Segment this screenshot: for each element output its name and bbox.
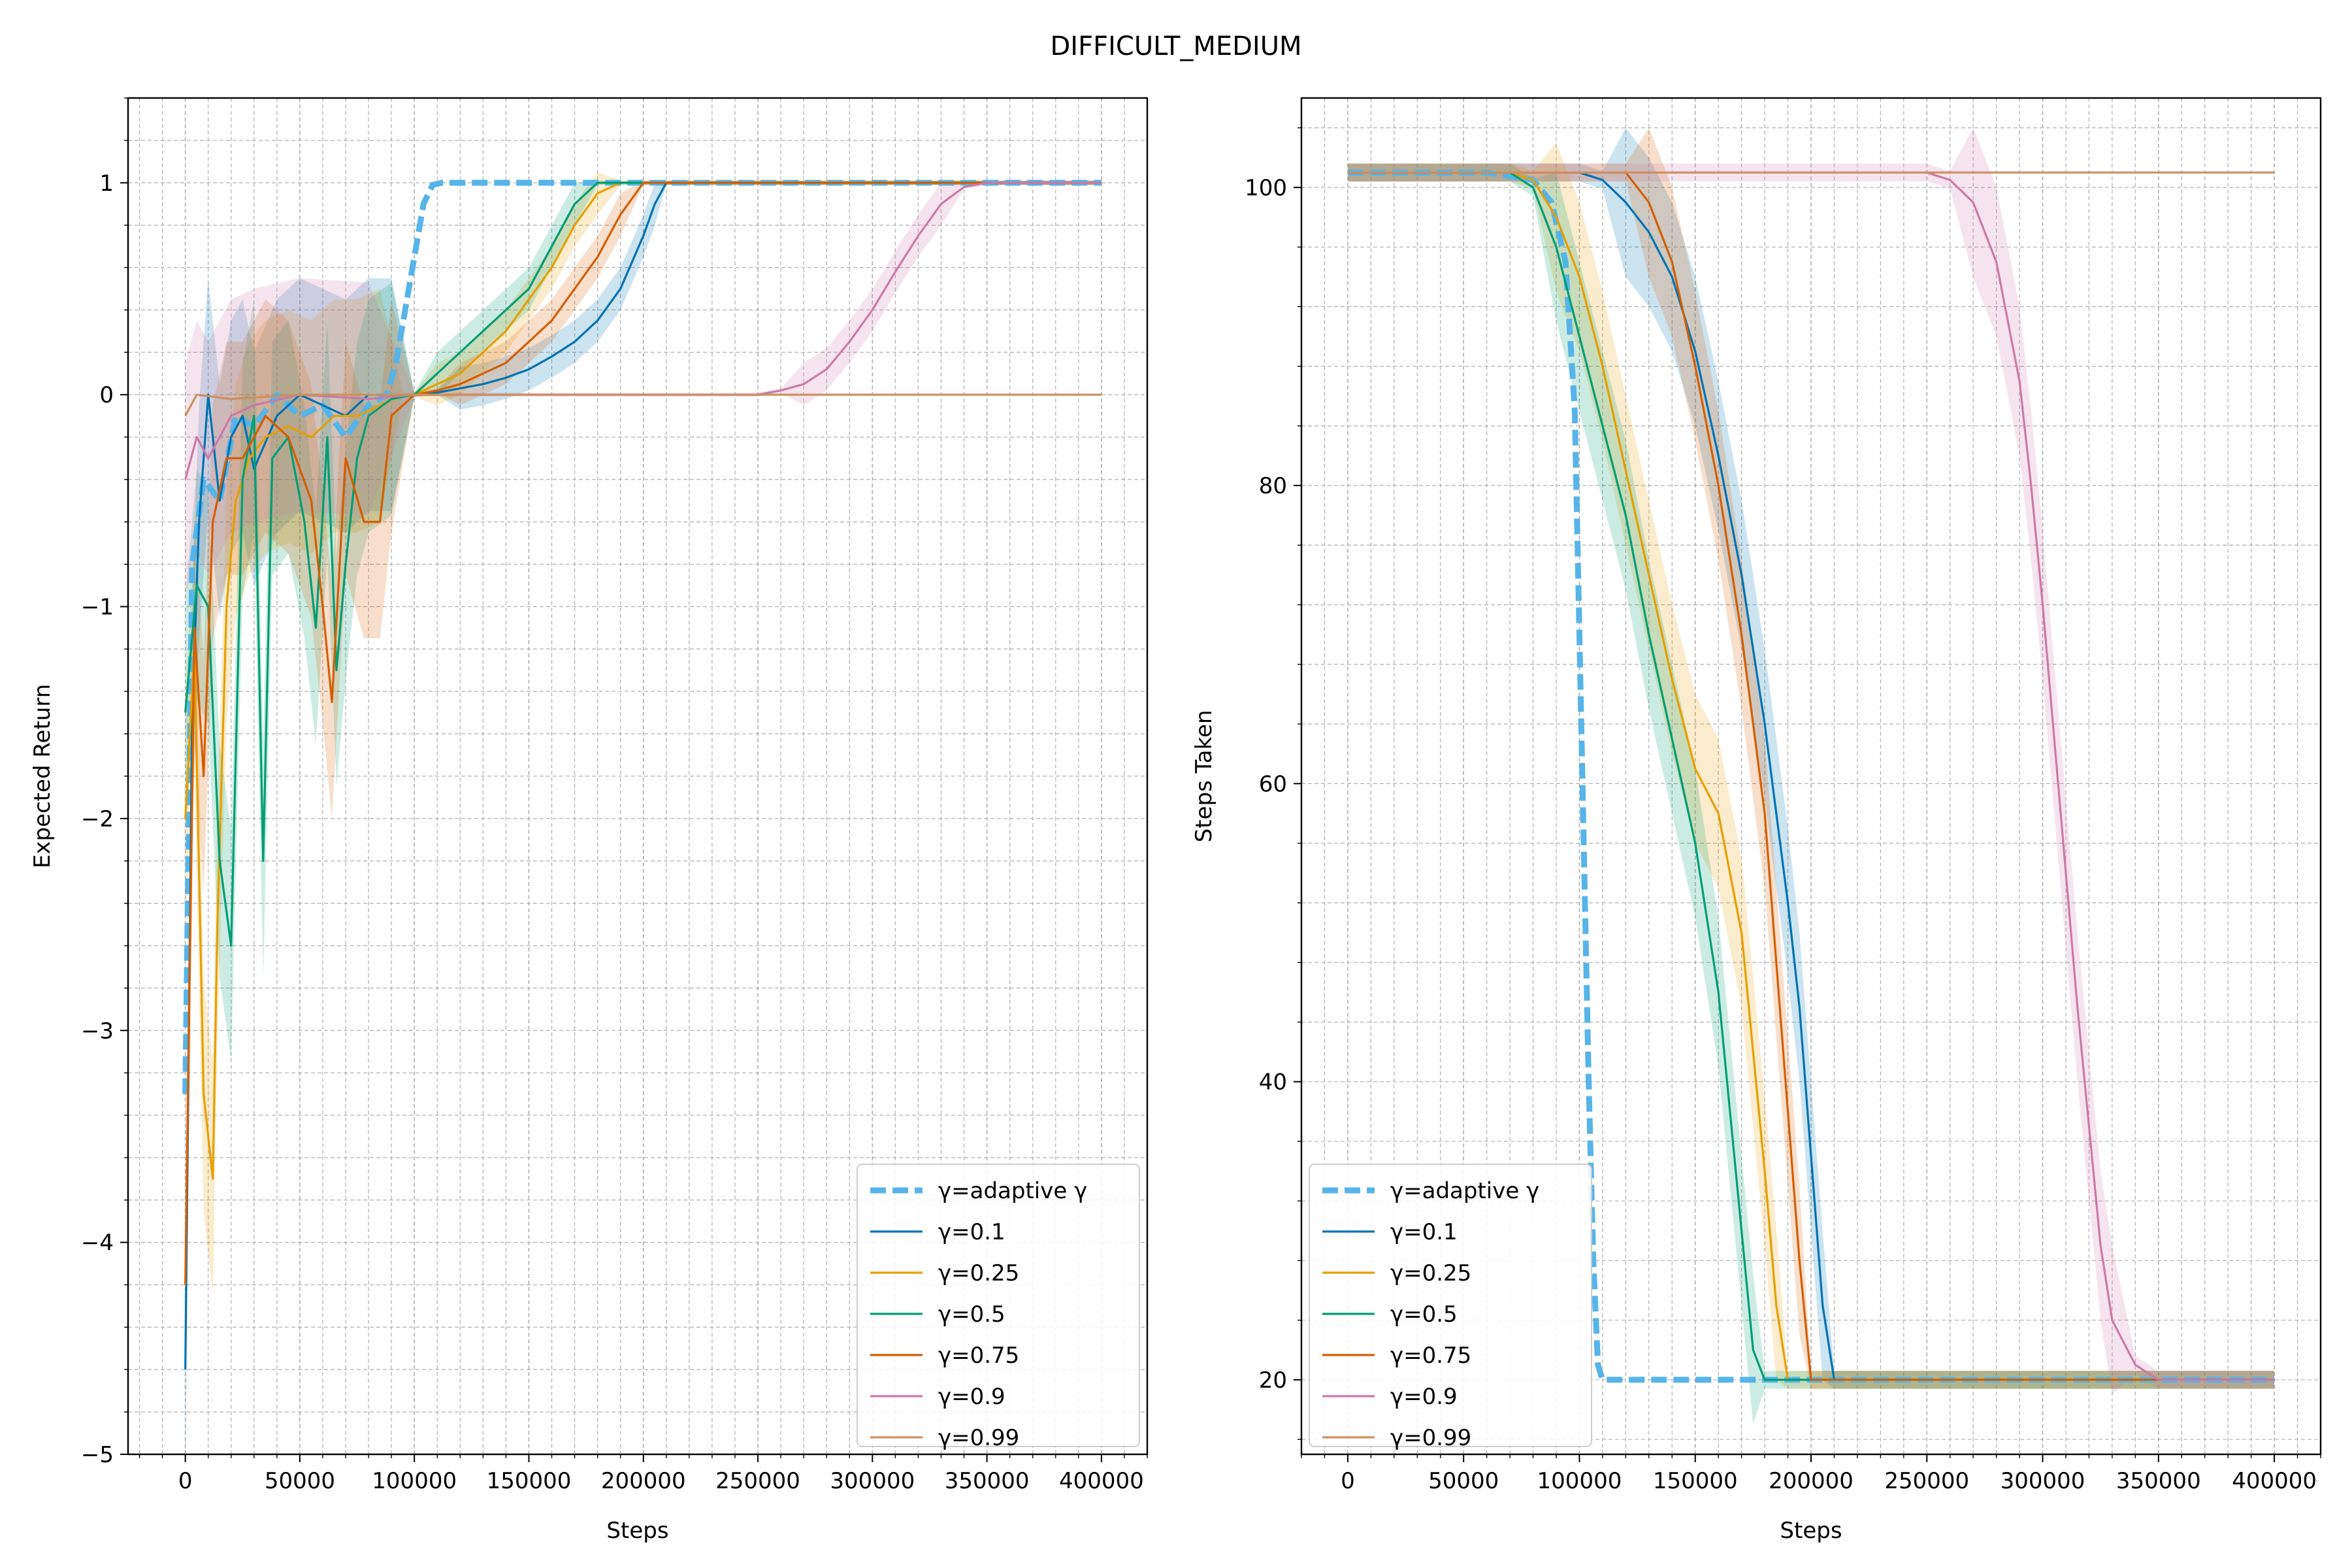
left-legend-label: γ=0.1 [938,1219,1005,1245]
left-legend-label: γ=0.25 [938,1260,1019,1286]
right-legend-label: γ=adaptive γ [1390,1178,1539,1204]
left-legend-label: γ=0.75 [938,1343,1019,1369]
left-y-tick-label: −2 [81,806,114,832]
left-x-tick-label: 0 [178,1468,193,1494]
right-y-tick-label: 40 [1259,1070,1287,1096]
right-legend-label: γ=0.75 [1390,1343,1471,1369]
right-x-tick-label: 300000 [2001,1468,2085,1494]
right-chart: 0 50000 100000 150000 200000 250000 300000 3500… [1191,97,2322,1544]
left-ticks: 0 50000 100000 150000 200000 250000 300000 3500… [81,97,1148,1494]
right-band-g01 [1347,127,2275,1389]
left-y-tick-label: −3 [81,1018,114,1044]
right-legend-box [1309,1164,1592,1447]
left-x-axis-label: Steps [606,1518,668,1544]
left-legend-label: γ=0.5 [938,1301,1005,1328]
right-x-tick-label: 250000 [1884,1468,1969,1494]
left-legend-label: γ=adaptive γ [938,1178,1087,1204]
left-legend-box [857,1164,1140,1447]
left-x-tick-label: 100000 [372,1468,457,1494]
right-confidence-bands [1347,127,2275,1425]
left-chart: 0 50000 100000 150000 200000 250000 300000 3500… [29,97,1149,1544]
right-legend-label: γ=0.9 [1390,1384,1458,1410]
right-y-tick-label: 60 [1259,771,1287,797]
left-legend-label: γ=0.99 [938,1425,1019,1451]
right-x-tick-label: 50000 [1428,1468,1499,1494]
right-x-tick-label: 150000 [1653,1468,1738,1494]
left-series-lines [182,180,1102,1370]
right-grid [1301,98,2321,1454]
left-series-g05 [184,182,1102,947]
left-confidence-bands [185,172,1102,1454]
left-y-tick-label: −4 [81,1230,114,1256]
right-legend-label: γ=0.5 [1390,1301,1458,1328]
left-y-tick-label: −1 [81,595,114,621]
right-x-tick-label: 350000 [2116,1468,2201,1494]
left-y-axis-label: Expected Return [29,684,56,868]
left-legend-label: γ=0.9 [938,1384,1005,1410]
left-x-tick-label: 350000 [945,1468,1030,1494]
right-x-tick-label: 400000 [2232,1468,2317,1494]
left-legend: γ=adaptive γ γ=0.1 γ=0.25 γ=0.5 γ=0.75 γ=0.9 γ… [857,1164,1140,1451]
right-y-tick-label: 80 [1259,473,1287,499]
right-legend-label: γ=0.99 [1390,1425,1471,1451]
right-y-tick-label: 100 [1245,175,1287,201]
right-legend: γ=adaptive γ γ=0.1 γ=0.25 γ=0.5 γ=0.75 γ=0.9 γ… [1309,1164,1592,1451]
right-x-tick-label: 0 [1341,1468,1355,1494]
left-band-g09 [185,180,1102,596]
right-x-tick-label: 200000 [1769,1468,1854,1494]
left-series-g099 [184,393,1102,417]
left-x-tick-label: 200000 [601,1468,686,1494]
right-y-tick-label: 20 [1259,1367,1287,1394]
left-x-tick-label: 400000 [1059,1468,1144,1494]
left-y-tick-label: 1 [99,171,114,197]
right-x-tick-label: 100000 [1537,1468,1622,1494]
left-y-tick-label: −5 [81,1442,114,1468]
left-x-tick-label: 50000 [265,1468,335,1494]
left-x-tick-label: 250000 [715,1468,800,1494]
figure-title: DIFFICULT_MEDIUM [1051,31,1302,61]
left-series-g01 [184,182,1102,1370]
left-y-tick-label: 0 [99,382,114,408]
left-x-tick-label: 150000 [487,1468,572,1494]
left-x-tick-label: 300000 [830,1468,915,1494]
right-ticks: 0 50000 100000 150000 200000 250000 300000 3500… [1245,127,2321,1494]
right-legend-label: γ=0.1 [1390,1219,1458,1245]
left-series-g075 [184,182,1102,1285]
right-y-axis-label: Steps Taken [1191,710,1217,843]
right-x-axis-label: Steps [1780,1518,1842,1544]
right-legend-label: γ=0.25 [1390,1260,1471,1286]
left-band-g01 [185,180,1102,1454]
